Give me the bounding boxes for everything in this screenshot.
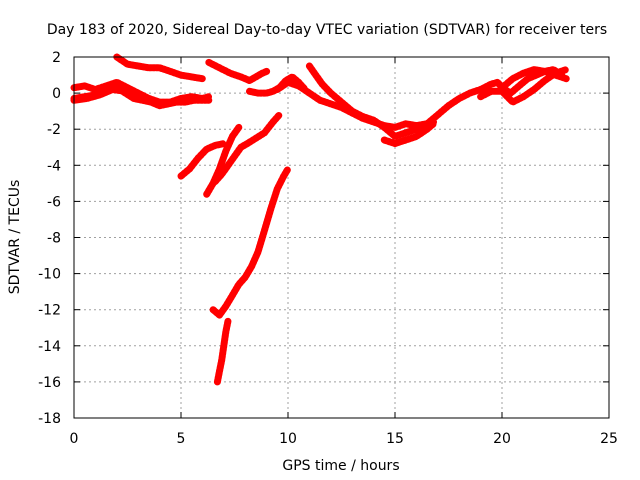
y-tick-labels: 2 0 -2 -4 -6 -8 -10 -12 -14 -16 -18 — [38, 50, 61, 427]
chart-title: Day 183 of 2020, Sidereal Day-to-day VTE… — [47, 22, 607, 38]
y-tick-label: -16 — [38, 375, 61, 391]
y-tick-label: -14 — [38, 339, 61, 355]
x-tick-label: 25 — [600, 431, 618, 447]
series-core-trace-4 — [115, 55, 205, 81]
series-core-trace-6 — [247, 69, 269, 83]
series-line-trace-11 — [423, 66, 566, 128]
series-core-trace-5 — [207, 60, 252, 83]
y-tick-label: -12 — [38, 303, 61, 319]
x-axis-label: GPS time / hours — [282, 458, 399, 474]
series-core-trace-15 — [204, 125, 241, 196]
series-core-trace-17 — [211, 167, 290, 317]
series-core-trace-10 — [382, 122, 436, 146]
x-tick-label: 15 — [386, 431, 404, 447]
x-tick-label: 10 — [279, 431, 297, 447]
grid — [74, 57, 609, 418]
series-core-trace-9 — [307, 64, 429, 139]
y-tick-label: -8 — [47, 231, 61, 247]
y-tick-label: -18 — [38, 411, 61, 427]
y-tick-label: -6 — [47, 194, 61, 210]
x-tick-labels: 0 5 10 15 20 25 — [70, 431, 618, 447]
series-core-trace-13 — [500, 67, 568, 90]
series-group — [70, 53, 570, 386]
x-tick-label: 0 — [70, 431, 79, 447]
series-core-trace-3 — [72, 87, 153, 103]
x-tick-label: 5 — [177, 431, 186, 447]
tick-group — [73, 56, 610, 419]
y-tick-label: -4 — [47, 158, 61, 174]
y-tick-label: -2 — [47, 122, 61, 138]
series-core-trace-11 — [425, 67, 564, 126]
series-core-trace-16 — [213, 113, 282, 184]
y-tick-label: -10 — [38, 267, 61, 283]
series-core-trace-14 — [179, 141, 226, 178]
x-tick-label: 20 — [493, 431, 511, 447]
series-core-trace-18 — [215, 318, 230, 384]
y-tick-label: 2 — [52, 50, 61, 66]
series-core-trace-8 — [275, 80, 436, 130]
y-tick-label: 0 — [52, 86, 61, 102]
y-axis-label: SDTVAR / TECUs — [7, 180, 23, 295]
